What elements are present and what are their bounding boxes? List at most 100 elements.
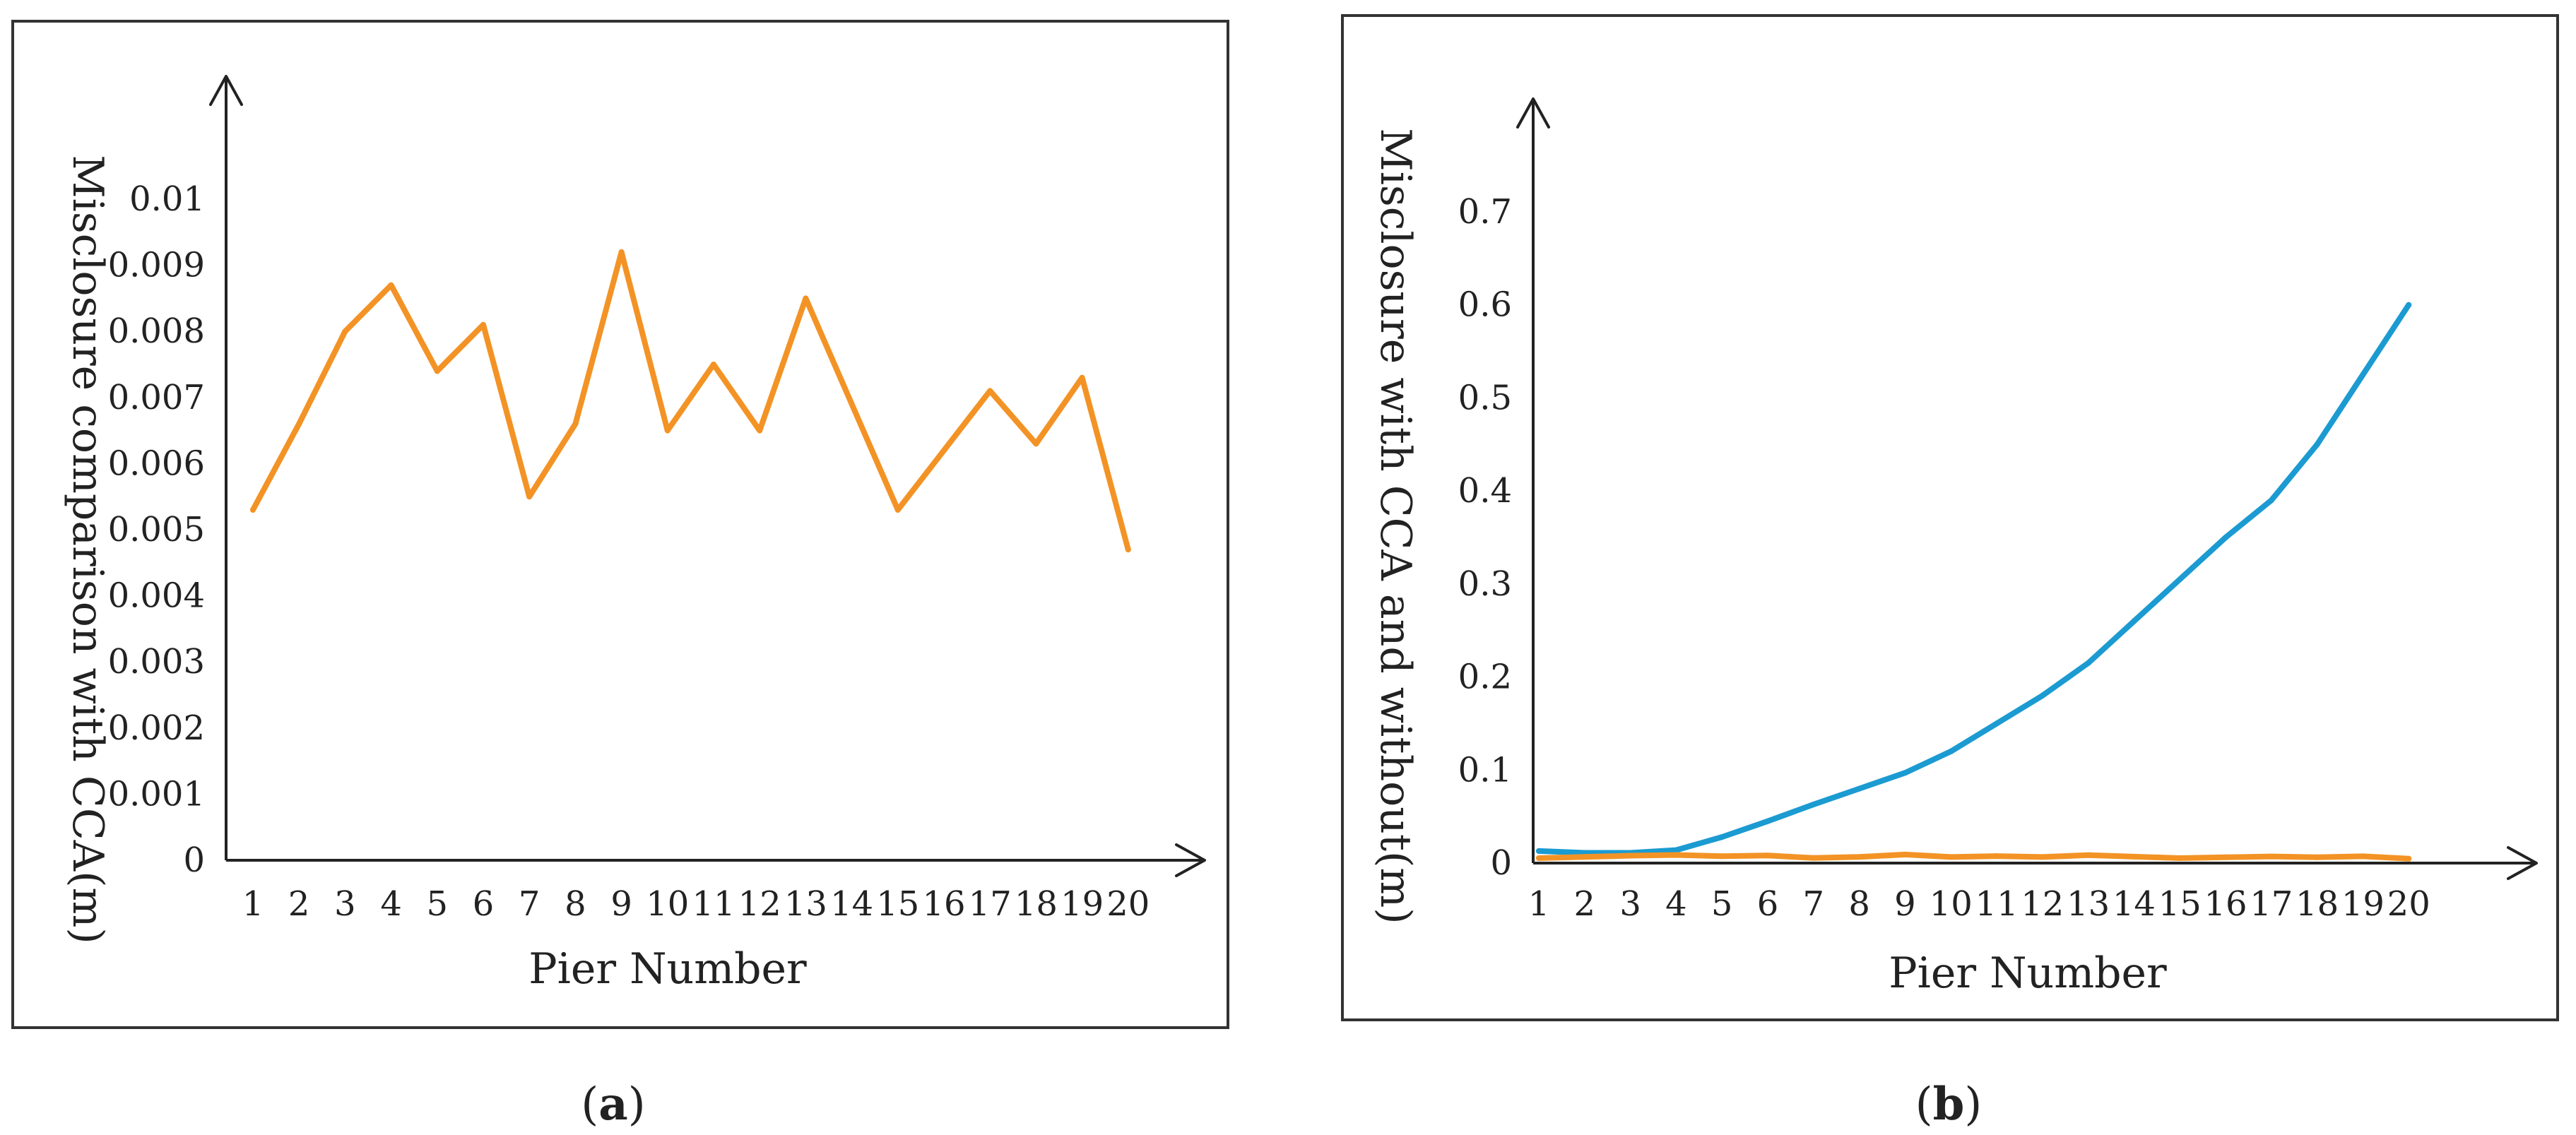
x-tick-label: 1 (242, 884, 264, 924)
data-point (1810, 855, 1816, 861)
data-point (1994, 720, 1999, 727)
data-point (1627, 852, 1633, 859)
y-tick-label: 0.3 (1458, 564, 1512, 604)
x-tick-label: 3 (334, 884, 356, 924)
x-tick-label: 13 (2067, 884, 2110, 924)
x-tick-label: 1 (1528, 884, 1550, 924)
data-point (1125, 547, 1131, 553)
x-tick-label: 20 (2387, 884, 2430, 924)
x-tick-label: 10 (1930, 884, 1973, 924)
data-point (526, 494, 533, 500)
caption-b-letter: b (1933, 1078, 1965, 1131)
data-point (849, 401, 855, 408)
y-tick-label: 0.009 (108, 246, 205, 285)
panel-b-x-axis-arrow (2507, 846, 2538, 880)
caption-a-letter: a (598, 1078, 627, 1131)
y-tick-label: 0.002 (108, 708, 205, 748)
data-point (2177, 855, 2183, 861)
x-tick-label: 14 (830, 884, 873, 924)
x-tick-label: 14 (2113, 884, 2156, 924)
data-point (342, 328, 348, 335)
x-tick-label: 18 (2296, 884, 2339, 924)
panel-a-y-axis-arrow (209, 75, 243, 106)
data-point (2406, 302, 2412, 308)
data-point (1902, 770, 1908, 776)
data-point (618, 249, 625, 255)
y-tick-label: 0.004 (108, 576, 205, 616)
x-tick-label: 5 (427, 884, 449, 924)
data-point (2314, 854, 2320, 860)
x-tick-label: 12 (2021, 884, 2064, 924)
data-point (1719, 834, 1725, 840)
data-point (2223, 854, 2228, 860)
x-tick-label: 9 (1894, 884, 1916, 924)
data-point (664, 427, 670, 434)
x-tick-label: 11 (1975, 884, 2018, 924)
data-point (2039, 854, 2045, 860)
panel-b-x-tick-labels: 1 2 3 4 5 6 7 8 9 10 11 12 13 14 15 16 17 18 19 20 (1528, 884, 2430, 924)
data-point (434, 368, 440, 374)
data-point (1673, 852, 1679, 858)
data-point (1765, 818, 1771, 824)
y-tick-label: 0.005 (108, 510, 205, 549)
data-point (2268, 497, 2274, 504)
data-point (1033, 441, 1039, 447)
x-tick-label: 10 (646, 884, 689, 924)
data-point (1581, 854, 1588, 860)
caption-a: (a) (581, 1078, 645, 1131)
data-point (572, 421, 579, 427)
data-point (1719, 853, 1725, 860)
data-point (1810, 802, 1816, 807)
panel-a-x-axis-title: Pier Number (528, 944, 807, 994)
panel-b-y-tick-labels: 0 0.1 0.2 0.3 0.4 0.5 0.6 0.7 (1458, 192, 1512, 883)
data-point (2360, 853, 2366, 860)
data-point (2131, 618, 2137, 624)
data-point (1673, 847, 1679, 853)
data-point (1948, 854, 1954, 860)
y-tick-label: 0.01 (129, 179, 205, 219)
x-tick-label: 17 (969, 884, 1012, 924)
data-point (2360, 372, 2366, 378)
y-tick-label: 0 (183, 840, 205, 880)
x-tick-label: 3 (1619, 884, 1641, 924)
series-line-1 (1536, 302, 2412, 856)
data-point (388, 282, 394, 288)
x-tick-label: 19 (2341, 884, 2385, 924)
data-point (2223, 535, 2228, 540)
data-point (1856, 854, 1862, 860)
data-point (757, 427, 763, 434)
chart-panel-b: 00.10.20.30.40.50.60.7 1 2 3 4 5 6 7 8 9 10 11 12 13… (1341, 14, 2559, 1021)
x-tick-label: 19 (1060, 884, 1104, 924)
x-tick-label: 6 (473, 884, 495, 924)
x-tick-label: 15 (2158, 884, 2202, 924)
data-point (296, 421, 302, 427)
data-point (250, 506, 256, 513)
x-tick-label: 4 (380, 884, 402, 924)
panel-a-x-axis-arrow (1175, 843, 1206, 877)
data-point (2314, 441, 2320, 448)
panel-a-y-axis-title: Misclosure comparison with CCA(m) (63, 155, 112, 944)
y-tick-label: 0.008 (108, 311, 205, 351)
data-point (2085, 852, 2091, 858)
panel-b-frame (1341, 14, 2559, 1021)
y-tick-label: 0.2 (1458, 658, 1512, 697)
data-point (1536, 848, 1542, 854)
y-tick-label: 0 (1490, 843, 1512, 883)
panel-b-series-group (1536, 302, 2412, 862)
data-point (1902, 851, 1908, 857)
x-tick-label: 16 (922, 884, 965, 924)
data-point (2131, 853, 2137, 860)
x-tick-label: 2 (288, 884, 310, 924)
y-tick-label: 0.7 (1458, 192, 1512, 232)
series-line-1 (250, 249, 1131, 553)
panel-b-y-axis-title: Misclosure with CCA and without(m) (1371, 128, 1420, 924)
panel-a-frame (11, 20, 1229, 1029)
x-tick-label: 5 (1711, 884, 1733, 924)
data-point (2177, 576, 2183, 583)
data-point (480, 321, 486, 328)
x-tick-label: 16 (2204, 884, 2247, 924)
x-tick-label: 8 (1848, 884, 1870, 924)
x-tick-label: 15 (876, 884, 919, 924)
data-point (2406, 855, 2412, 862)
x-tick-label: 13 (784, 884, 827, 924)
